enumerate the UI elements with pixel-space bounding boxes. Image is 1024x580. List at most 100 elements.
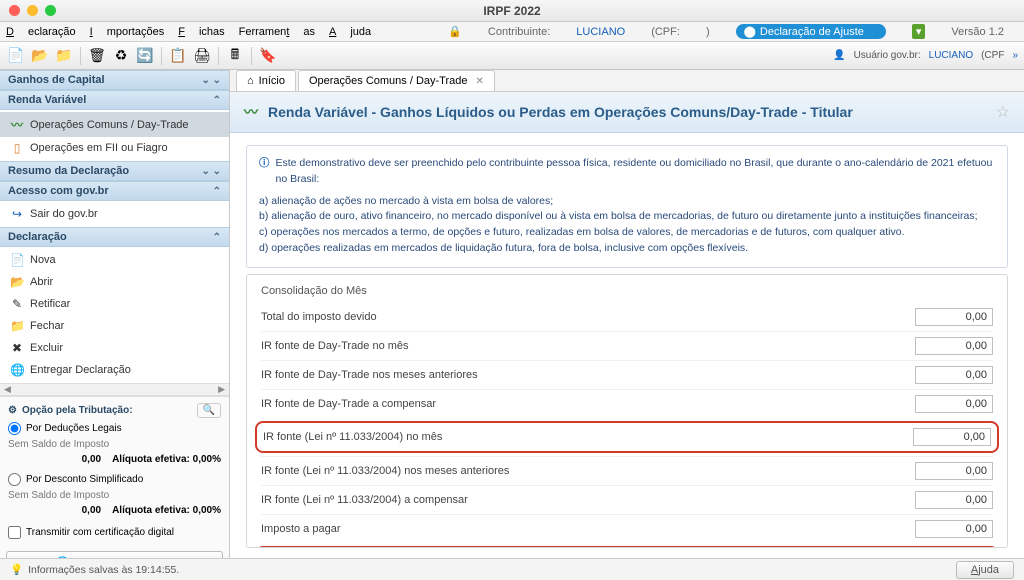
item-icon: 📂 — [10, 275, 24, 289]
sidebar-item-operacoes-comuns[interactable]: 〰Operações Comuns / Day-Trade — [0, 112, 229, 137]
window-titlebar: IRPF 2022 — [0, 0, 1024, 22]
panel-declaracao[interactable]: Declaração⌃ — [0, 227, 229, 247]
checkbox-cert-digital[interactable] — [8, 526, 21, 539]
tb-copy-icon[interactable]: 📋 — [168, 46, 188, 66]
form-label: IR fonte (Lei nº 11.033/2004) a compensa… — [261, 494, 915, 506]
bulb-icon: 💡 — [10, 563, 23, 576]
sidebar-item-fii[interactable]: ▯Operações em FII ou Fiagro — [0, 137, 229, 159]
minimize-window-icon[interactable] — [27, 5, 38, 16]
form-input-6[interactable] — [915, 491, 993, 509]
form-label: Imposto a pagar — [261, 523, 915, 535]
form-row-4: IR fonte (Lei nº 11.033/2004) no mês — [255, 421, 999, 453]
form-row-2: IR fonte de Day-Trade nos meses anterior… — [261, 360, 993, 389]
doc-icon: ▯ — [10, 141, 24, 155]
menu-fichas[interactable]: Fichas — [178, 26, 224, 38]
sidebar-scroll[interactable]: ◀▶ — [0, 383, 229, 396]
item-icon: ✎ — [10, 297, 24, 311]
form-input-5[interactable] — [915, 462, 993, 480]
form-row-7: Imposto a pagar — [261, 514, 993, 543]
tb-print-icon[interactable]: 🖨 — [192, 46, 212, 66]
user-cpf: (CPF — [981, 50, 1004, 61]
menu-declaracao[interactable]: Declaração — [6, 26, 76, 38]
toolbar: 📄 📂 📁 🗑 ♻ 🔄 📋 🖨 🖩 🔖 👤 Usuário gov.br: LU… — [0, 42, 1024, 70]
adjust-badge[interactable]: ⬤ Declaração de Ajuste — [736, 24, 886, 39]
tb-new-icon[interactable]: 📄 — [6, 46, 26, 66]
form-row-5: IR fonte (Lei nº 11.033/2004) nos meses … — [261, 456, 993, 485]
sidebar-decl-item-4[interactable]: ✖Excluir — [0, 337, 229, 359]
form-input-2[interactable] — [915, 366, 993, 384]
tb-save-icon[interactable]: 📁 — [54, 46, 74, 66]
tab-operacoes[interactable]: Operações Comuns / Day-Trade✕ — [298, 70, 495, 91]
tab-inicio[interactable]: ⌂Início — [236, 70, 296, 91]
logout-icon: ↪ — [10, 207, 24, 221]
form-input-0[interactable] — [915, 308, 993, 326]
lock-icon: 🔒 — [448, 25, 462, 38]
tb-restore-icon[interactable]: ♻ — [111, 46, 131, 66]
close-window-icon[interactable] — [9, 5, 20, 16]
radio-deducoes[interactable] — [8, 422, 21, 435]
panel-resumo[interactable]: Resumo da Declaração⌄ ⌄ — [0, 161, 229, 181]
form-label: IR fonte (Lei nº 11.033/2004) no mês — [263, 431, 913, 443]
item-icon: 📄 — [10, 253, 24, 267]
cpf-value: ) — [706, 26, 710, 38]
info-box: ⓘEste demonstrativo deve ser preenchido … — [246, 145, 1008, 268]
version-text: Versão 1.2 — [951, 26, 1004, 38]
panel-renda-body: 〰Operações Comuns / Day-Trade ▯Operações… — [0, 110, 229, 161]
panel-ganhos[interactable]: Ganhos de Capital⌄ ⌄ — [0, 70, 229, 90]
statusbar: 💡 Informações salvas às 19:14:55. Ajuda — [0, 558, 1024, 580]
close-tab-icon[interactable]: ✕ — [476, 76, 484, 87]
search-icon[interactable]: 🔍 — [197, 403, 221, 418]
contrib-name: LUCIANO — [576, 26, 625, 38]
form-row-6: IR fonte (Lei nº 11.033/2004) a compensa… — [261, 485, 993, 514]
fieldset-legend: Consolidação do Mês — [261, 283, 993, 303]
form-input-3[interactable] — [915, 395, 993, 413]
form-input-1[interactable] — [915, 337, 993, 355]
status-text: Informações salvas às 19:14:55. — [28, 564, 179, 576]
star-icon[interactable]: ☆ — [996, 102, 1010, 122]
sidebar-decl-item-3[interactable]: 📁Fechar — [0, 315, 229, 337]
contrib-label: Contribuinte: — [488, 26, 550, 38]
menu-importacoes[interactable]: Importações — [90, 26, 165, 38]
tb-delete-icon[interactable]: 🗑 — [87, 46, 107, 66]
user-label: Usuário gov.br: — [854, 50, 921, 61]
settings-icon: ⚙ — [8, 405, 17, 416]
form-input-7[interactable] — [915, 520, 993, 538]
panel-acesso[interactable]: Acesso com gov.br⌃ — [0, 181, 229, 201]
chart-icon: 〰 — [244, 102, 258, 122]
form-label: IR fonte (Lei nº 11.033/2004) nos meses … — [261, 465, 915, 477]
sidebar-decl-item-1[interactable]: 📂Abrir — [0, 271, 229, 293]
page-title-bar: 〰 Renda Variável - Ganhos Líquidos ou Pe… — [230, 92, 1024, 133]
sidebar-decl-item-0[interactable]: 📄Nova — [0, 249, 229, 271]
info-icon: ⓘ — [259, 156, 270, 188]
sidebar: Ganhos de Capital⌄ ⌄ Renda Variável⌃ 〰Op… — [0, 70, 230, 558]
sidebar-decl-item-5[interactable]: 🌐Entregar Declaração — [0, 359, 229, 381]
home-icon: ⌂ — [247, 75, 254, 87]
tb-refresh-icon[interactable]: 🔄 — [135, 46, 155, 66]
tb-open-icon[interactable]: 📂 — [30, 46, 50, 66]
menu-ferramentas[interactable]: Ferramentas — [239, 26, 315, 38]
item-icon: 🌐 — [10, 363, 24, 377]
form-label: IR fonte de Day-Trade a compensar — [261, 398, 915, 410]
form-row-3: IR fonte de Day-Trade a compensar — [261, 389, 993, 418]
menu-ajuda[interactable]: Ajuda — [329, 26, 371, 38]
tb-lock-icon[interactable]: 🔖 — [258, 46, 278, 66]
sidebar-decl-item-2[interactable]: ✎Retificar — [0, 293, 229, 315]
radio-simplificado[interactable] — [8, 473, 21, 486]
deliver-button[interactable]: 🌐 Entregar Declaração — [6, 551, 223, 558]
item-icon: 📁 — [10, 319, 24, 333]
user-chevron-icon[interactable]: » — [1012, 50, 1018, 61]
tb-calc-icon[interactable]: 🖩 — [225, 46, 245, 66]
item-icon: ✖ — [10, 341, 24, 355]
panel-renda[interactable]: Renda Variável⌃ — [0, 90, 229, 110]
form-label: IR fonte de Day-Trade nos meses anterior… — [261, 369, 915, 381]
form-input-4[interactable] — [913, 428, 991, 446]
traffic-lights — [0, 5, 56, 16]
tabs: ⌂Início Operações Comuns / Day-Trade✕ — [230, 70, 1024, 92]
sidebar-item-sair[interactable]: ↪Sair do gov.br — [0, 203, 229, 225]
help-button[interactable]: Ajuda — [956, 561, 1014, 579]
form-row-8: Imposto pago — [255, 546, 999, 548]
content-area: ⌂Início Operações Comuns / Day-Trade✕ 〰 … — [230, 70, 1024, 558]
chart-icon: 〰 — [10, 116, 24, 133]
zoom-window-icon[interactable] — [45, 5, 56, 16]
form-label: Total do imposto devido — [261, 311, 915, 323]
